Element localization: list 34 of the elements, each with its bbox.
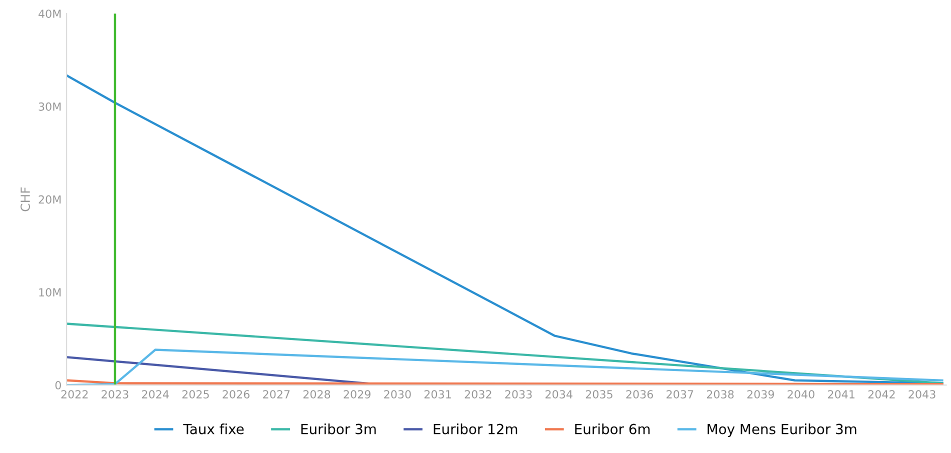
legend-label: Euribor 6m xyxy=(575,424,650,434)
y-axis-title: CHF xyxy=(20,187,30,212)
x-tick-label: 2026 xyxy=(222,390,250,399)
y-tick-label: 0 xyxy=(55,381,61,390)
x-tick-label: 2029 xyxy=(344,390,370,399)
x-tick-label: 2038 xyxy=(706,390,734,399)
x-tick-label: 2027 xyxy=(263,390,290,399)
y-tick-label: 40M xyxy=(38,10,61,18)
x-tick-label: 2034 xyxy=(546,390,572,399)
x-tick-label: 2031 xyxy=(424,390,451,399)
legend-label: Euribor 3m xyxy=(301,424,376,434)
legend-label: Euribor 12m xyxy=(434,424,518,434)
legend-label: Moy Mens Euribor 3m xyxy=(708,424,856,437)
x-tick-label: 2035 xyxy=(586,390,612,399)
x-tick-label: 2032 xyxy=(464,390,492,399)
line-series xyxy=(66,348,944,386)
x-tick-label: 2030 xyxy=(384,390,411,399)
y-tick-label: 10M xyxy=(39,288,61,297)
x-tick-label: 2023 xyxy=(102,390,128,399)
x-tick-label: 2042 xyxy=(868,390,895,399)
x-tick-label: 2024 xyxy=(142,390,169,399)
x-tick-label: 2033 xyxy=(505,390,532,399)
x-tick-label: 2025 xyxy=(182,390,209,399)
y-tick-label: 30M xyxy=(38,102,61,111)
x-tick-label: 2041 xyxy=(828,390,854,399)
x-tick-label: 2039 xyxy=(747,390,774,399)
x-tick-label: 2036 xyxy=(626,390,654,399)
x-tick-label: 2040 xyxy=(788,390,814,399)
x-tick-label: 2022 xyxy=(61,390,88,399)
y-tick-label: 20M xyxy=(38,195,61,204)
x-tick-label: 2028 xyxy=(303,390,330,399)
x-tick-label: 2043 xyxy=(908,390,936,399)
legend-label: Taux fixe xyxy=(183,424,244,434)
x-tick-label: 2037 xyxy=(666,390,694,399)
